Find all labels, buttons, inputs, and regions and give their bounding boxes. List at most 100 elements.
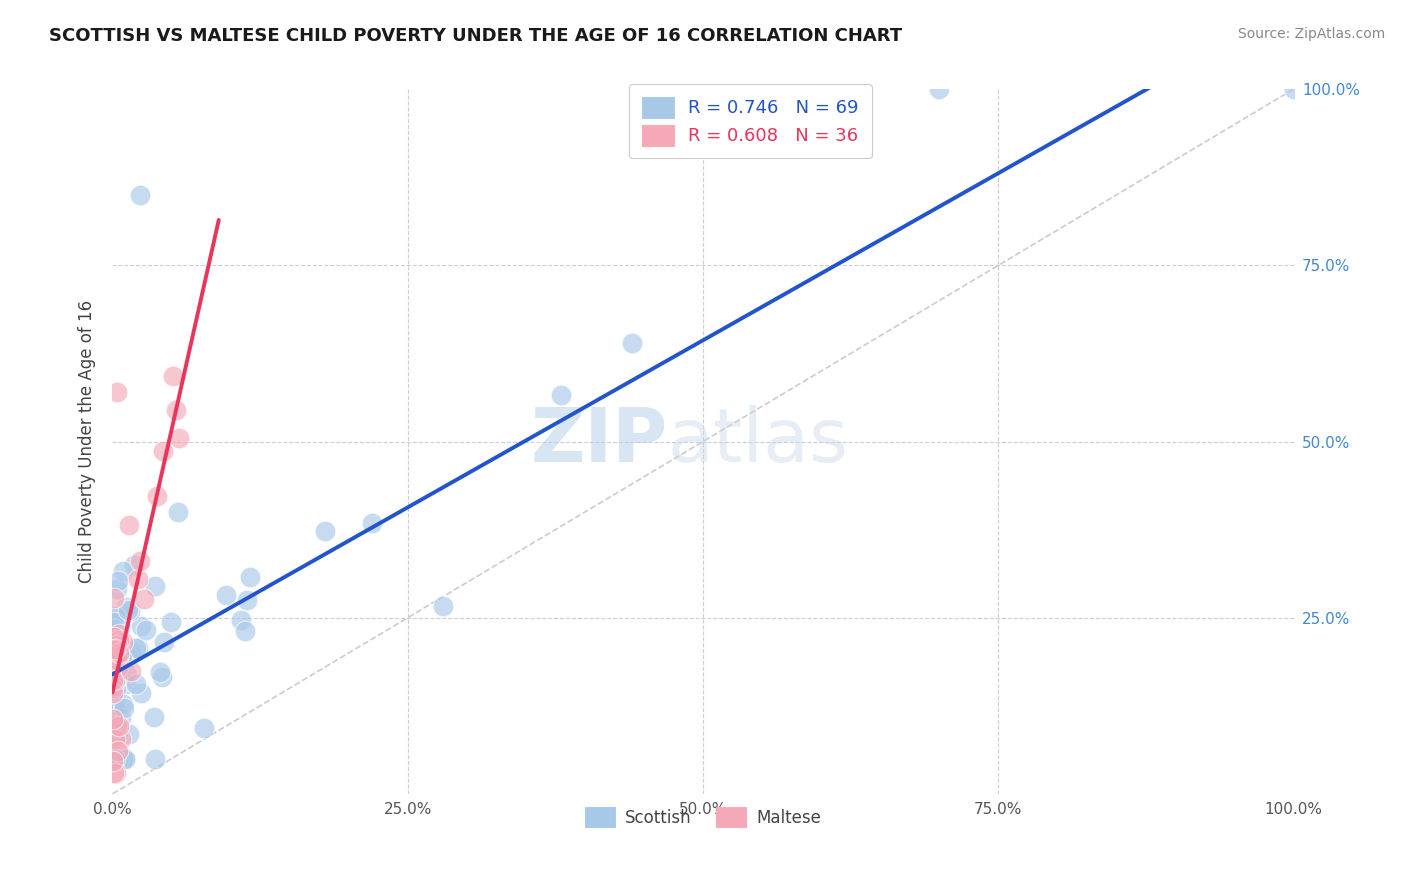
Point bbox=[118, 517, 141, 532]
Point bbox=[120, 664, 142, 678]
Point bbox=[1282, 82, 1305, 96]
Point bbox=[112, 635, 135, 649]
Point bbox=[104, 751, 127, 765]
Point bbox=[104, 731, 127, 746]
Point bbox=[314, 524, 336, 538]
Point bbox=[111, 698, 134, 712]
Point bbox=[165, 403, 187, 417]
Point bbox=[231, 613, 253, 627]
Point bbox=[129, 686, 152, 700]
Point bbox=[108, 636, 131, 650]
Point bbox=[107, 655, 129, 669]
Text: ZIP: ZIP bbox=[530, 405, 668, 478]
Point bbox=[120, 645, 142, 659]
Point bbox=[108, 646, 131, 660]
Point bbox=[167, 505, 190, 519]
Point bbox=[361, 516, 384, 530]
Point bbox=[103, 642, 125, 657]
Point bbox=[104, 657, 127, 671]
Point bbox=[118, 727, 141, 741]
Point bbox=[107, 719, 129, 733]
Point bbox=[111, 751, 134, 765]
Point bbox=[432, 599, 454, 614]
Point bbox=[104, 681, 127, 696]
Point bbox=[103, 681, 125, 695]
Point bbox=[105, 719, 128, 733]
Point bbox=[107, 744, 129, 758]
Point bbox=[143, 579, 166, 593]
Point bbox=[193, 721, 215, 735]
Point bbox=[235, 592, 257, 607]
Point bbox=[167, 431, 190, 445]
Point bbox=[103, 615, 125, 630]
Point bbox=[128, 187, 150, 202]
Point bbox=[103, 728, 125, 742]
Point bbox=[114, 751, 136, 765]
Point bbox=[135, 623, 157, 637]
Point bbox=[107, 574, 129, 588]
Point bbox=[105, 582, 128, 597]
Point bbox=[104, 610, 127, 624]
Point bbox=[114, 751, 136, 765]
Point bbox=[103, 623, 125, 637]
Point bbox=[153, 635, 176, 649]
Point bbox=[104, 692, 127, 706]
Point bbox=[107, 727, 129, 741]
Point bbox=[105, 672, 128, 686]
Point bbox=[110, 618, 132, 632]
Point bbox=[127, 572, 149, 586]
Point bbox=[108, 723, 131, 737]
Point bbox=[101, 673, 124, 687]
Point bbox=[105, 652, 128, 666]
Point bbox=[110, 711, 132, 725]
Point bbox=[103, 673, 125, 688]
Point bbox=[128, 554, 150, 568]
Point bbox=[114, 599, 136, 614]
Point bbox=[233, 624, 256, 639]
Point bbox=[239, 570, 262, 584]
Point bbox=[103, 630, 125, 644]
Point bbox=[127, 641, 149, 656]
Point bbox=[129, 619, 152, 633]
Point bbox=[125, 677, 148, 691]
Point bbox=[103, 739, 125, 754]
Point bbox=[108, 633, 131, 648]
Point bbox=[110, 650, 132, 665]
Point bbox=[143, 751, 166, 765]
Point bbox=[101, 686, 124, 700]
Point bbox=[107, 751, 129, 765]
Point bbox=[111, 564, 134, 578]
Point bbox=[111, 651, 134, 665]
Point bbox=[134, 592, 156, 607]
Point bbox=[125, 640, 148, 655]
Point bbox=[162, 368, 184, 383]
Point bbox=[105, 765, 128, 780]
Point bbox=[108, 627, 131, 641]
Point bbox=[114, 666, 136, 681]
Point bbox=[149, 665, 172, 680]
Point bbox=[105, 385, 128, 400]
Point bbox=[118, 604, 141, 618]
Point bbox=[143, 710, 166, 724]
Point bbox=[107, 660, 129, 674]
Y-axis label: Child Poverty Under the Age of 16: Child Poverty Under the Age of 16 bbox=[79, 300, 97, 583]
Point bbox=[110, 731, 132, 746]
Point bbox=[103, 717, 125, 731]
Point bbox=[928, 82, 950, 96]
Point bbox=[550, 388, 572, 402]
Point bbox=[215, 588, 238, 602]
Text: Source: ZipAtlas.com: Source: ZipAtlas.com bbox=[1237, 27, 1385, 41]
Point bbox=[104, 673, 127, 687]
Point bbox=[621, 335, 644, 350]
Text: SCOTTISH VS MALTESE CHILD POVERTY UNDER THE AGE OF 16 CORRELATION CHART: SCOTTISH VS MALTESE CHILD POVERTY UNDER … bbox=[49, 27, 903, 45]
Point bbox=[124, 558, 146, 573]
Point bbox=[104, 700, 127, 714]
Point bbox=[159, 615, 181, 629]
Point bbox=[104, 713, 127, 727]
Point bbox=[150, 670, 173, 684]
Point bbox=[105, 638, 128, 652]
Point bbox=[152, 444, 174, 458]
Point bbox=[115, 677, 138, 691]
Point bbox=[104, 706, 127, 721]
Point bbox=[103, 712, 125, 726]
